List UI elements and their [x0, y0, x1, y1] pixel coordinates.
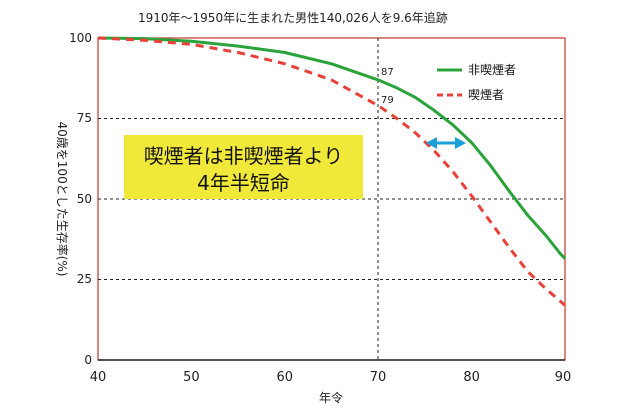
x-tick-60: 60: [277, 370, 294, 385]
series-line-nonsmoker: [97, 36, 567, 260]
callout-line-1: 喫煙者は非喫煙者より: [144, 144, 344, 168]
x-axis-label: 年令: [319, 390, 343, 405]
x-tick-90: 90: [555, 370, 572, 385]
series-layer: [97, 36, 567, 307]
y-axis-label: 40歳を100とした生存率(%): [55, 122, 70, 277]
annotation-smoker-at-70: 79: [381, 95, 394, 106]
gap-arrow-left-head: [426, 137, 437, 149]
annotation-nonsmoker-at-70: 87: [381, 67, 394, 78]
chart-title: 1910年〜1950年に生まれた男性140,026人を9.6年追跡: [138, 10, 448, 25]
x-tick-labels: 40 50 60 70 80 90: [90, 370, 572, 385]
series-line-smoker: [97, 36, 566, 307]
y-tick-0: 0: [84, 353, 92, 367]
y-tick-25: 25: [77, 272, 92, 286]
x-tick-40: 40: [90, 370, 107, 385]
legend-label-nonsmoker: 非喫煙者: [468, 63, 516, 77]
legend: 非喫煙者 喫煙者: [437, 63, 516, 102]
callout-background: [124, 135, 363, 199]
plot-area: [97, 37, 566, 361]
y-tick-75: 75: [77, 111, 92, 125]
gap-arrow-right-head: [455, 137, 466, 149]
y-tick-100: 100: [69, 31, 92, 45]
x-tick-80: 80: [463, 370, 480, 385]
x-tick-50: 50: [183, 370, 200, 385]
x-tick-70: 70: [370, 370, 387, 385]
gap-arrow: [426, 137, 466, 149]
callout-line-2: 4年半短命: [197, 171, 290, 195]
legend-label-smoker: 喫煙者: [468, 88, 504, 102]
callout-box: 喫煙者は非喫煙者より 4年半短命: [124, 135, 363, 199]
y-tick-50: 50: [77, 192, 92, 206]
y-tick-labels: 100 75 50 25 0: [69, 31, 92, 367]
